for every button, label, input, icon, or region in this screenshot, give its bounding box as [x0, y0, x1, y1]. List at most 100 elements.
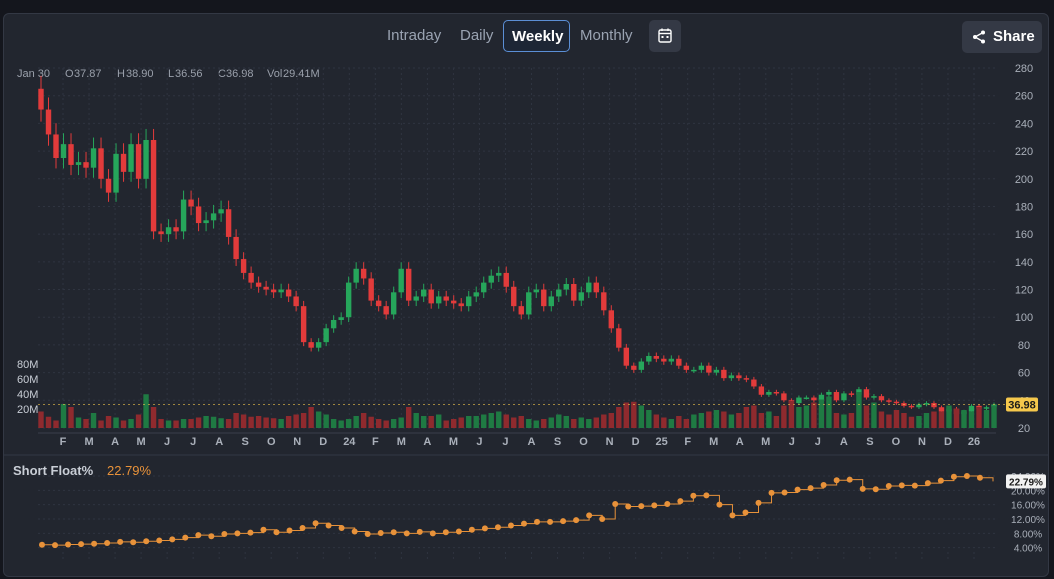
short-float-point [429, 530, 436, 537]
x-tick-label: A [423, 436, 431, 448]
short-float-tag [1006, 474, 1046, 489]
short-float-point [924, 480, 931, 487]
calendar-button[interactable] [649, 20, 681, 52]
short-float-point [612, 500, 619, 507]
volume-bar [863, 405, 870, 428]
candle-body [916, 404, 922, 408]
volume-bar [443, 420, 449, 428]
candle-body [323, 328, 329, 343]
volume-axis-label: 40M [17, 389, 38, 401]
short-float-point [534, 518, 541, 525]
short-float-point [234, 530, 241, 537]
share-label: Share [993, 28, 1035, 45]
short-float-point [247, 529, 254, 536]
volume-bar [736, 413, 742, 428]
short-float-point [768, 489, 775, 496]
volume-bar [893, 410, 900, 428]
candle-body [255, 282, 262, 287]
volume-bar [323, 414, 329, 428]
volume-bar [45, 416, 52, 428]
candle-body [503, 272, 509, 287]
short-float-point [351, 528, 358, 535]
x-tick-label: 25 [656, 436, 668, 448]
candle-body [383, 306, 389, 315]
chart-panel [3, 13, 1049, 577]
volume-bar [766, 411, 772, 428]
short-float-point [260, 526, 267, 533]
ohlc-close: 36.98 [226, 68, 254, 80]
candle-body [773, 392, 780, 394]
volume-bar [803, 405, 810, 428]
volume-bar [300, 413, 307, 428]
short-float-title: Short Float% [13, 463, 94, 478]
short-float-point [195, 532, 202, 539]
candle-body [98, 148, 104, 179]
volume-bar [751, 405, 757, 428]
volume-bar [938, 411, 945, 428]
volume-bar [481, 414, 487, 428]
short-float-point [65, 541, 72, 548]
volume-bar [541, 419, 547, 428]
y-tick-label: 260 [1015, 91, 1033, 103]
volume-bar [308, 407, 314, 428]
volume-bar [976, 407, 982, 428]
candle-body [653, 356, 660, 359]
candle-body [90, 148, 97, 168]
volume-bar [571, 419, 577, 428]
volume-bar [330, 419, 337, 428]
candle-body [496, 272, 502, 276]
volume-bar [638, 405, 645, 428]
last-price-label: 36.98 [1008, 399, 1036, 411]
short-float-point [560, 518, 567, 525]
candle-body [308, 342, 314, 348]
volume-bar [773, 416, 780, 428]
short-float-point [820, 481, 827, 488]
y-tick-label: 240 [1015, 118, 1033, 130]
candle-body [345, 282, 352, 318]
volume-bar [953, 408, 960, 428]
x-tick-label: 24 [343, 436, 356, 448]
volume-bar [578, 417, 584, 428]
volume-bar [668, 419, 675, 428]
tab-intraday[interactable]: Intraday [387, 27, 442, 44]
candle-body [188, 199, 194, 207]
x-tick-label: O [267, 436, 276, 448]
volume-bar [413, 413, 419, 428]
volume-bar [488, 413, 494, 428]
x-tick-label: A [840, 436, 848, 448]
short-float-point [169, 536, 176, 543]
candle-body [293, 296, 299, 307]
x-tick-label: A [111, 436, 119, 448]
candle-body [691, 369, 697, 372]
candle-body [601, 292, 607, 311]
y-tick-label: 160 [1015, 229, 1033, 241]
share-button[interactable]: Share [962, 21, 1042, 53]
candle-body [548, 296, 554, 307]
candle-body [803, 397, 810, 400]
volume-bar [841, 414, 847, 428]
candle-body [781, 393, 787, 401]
volume-bar [931, 411, 937, 428]
volume-bar [120, 420, 127, 428]
volume-bar [653, 414, 660, 428]
candle-body [848, 393, 855, 395]
candle-body [128, 144, 134, 172]
candle-body [270, 289, 277, 293]
tab-daily[interactable]: Daily [460, 27, 494, 44]
x-tick-label: F [372, 436, 379, 448]
y-tick-label: 8.00% [1014, 529, 1042, 540]
share-icon [973, 30, 985, 44]
candle-body [616, 328, 622, 348]
candle-body [285, 289, 292, 297]
volume-bar [901, 413, 907, 428]
volume-bar [60, 404, 67, 428]
short-float-point [286, 527, 293, 534]
y-tick-label: 4.00% [1014, 544, 1042, 555]
tab-monthly[interactable]: Monthly [580, 27, 633, 44]
volume-bar [923, 413, 930, 428]
short-float-point [130, 539, 137, 546]
tab-weekly[interactable]: Weekly [503, 20, 570, 52]
volume-bar [706, 411, 712, 428]
short-float-point [494, 524, 501, 531]
volume-bar [240, 414, 247, 428]
